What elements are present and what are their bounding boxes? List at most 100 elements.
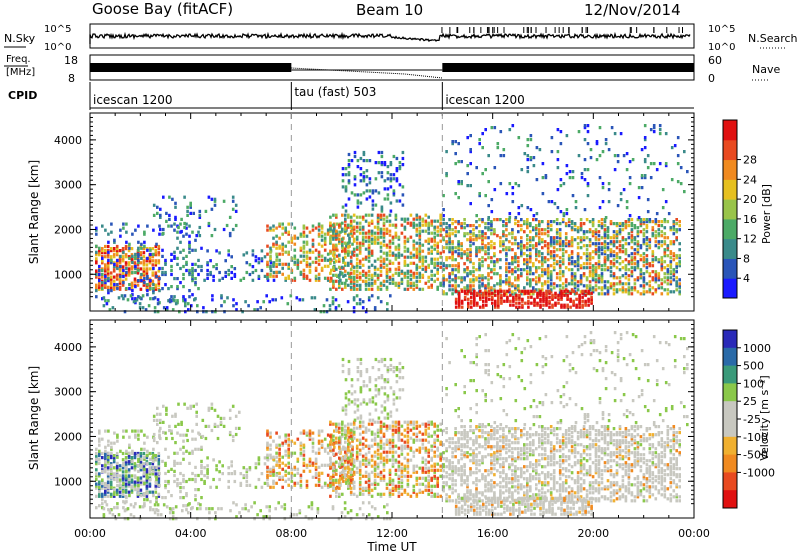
echo-cell — [520, 252, 523, 256]
echo-cell — [636, 266, 640, 270]
echo-cell — [347, 263, 350, 267]
echo-cell — [137, 469, 140, 473]
echo-cell — [344, 209, 348, 213]
echo-cell — [451, 258, 454, 262]
echo-cell — [284, 228, 287, 232]
echo-cell — [317, 224, 321, 228]
echo-cell — [624, 224, 628, 228]
echo-cell — [107, 484, 110, 488]
echo-cell — [149, 506, 152, 510]
echo-cell — [157, 247, 161, 251]
echo-cell — [275, 431, 278, 435]
echo-cell — [469, 236, 472, 240]
echo-cell — [158, 471, 161, 476]
echo-cell — [585, 266, 589, 270]
echo-cell — [473, 291, 476, 295]
echo-cell — [493, 246, 496, 250]
echo-cell — [666, 244, 670, 248]
echo-cell — [395, 169, 399, 173]
echo-cell — [448, 256, 451, 260]
echo-cell — [215, 485, 218, 489]
echo-cell — [606, 226, 610, 230]
echo-cell — [266, 278, 270, 282]
echo-cell — [349, 277, 353, 281]
echo-cell — [202, 306, 205, 310]
echo-cell — [657, 232, 661, 236]
echo-cell — [624, 268, 628, 272]
echo-cell — [275, 472, 279, 476]
echo-cell — [445, 256, 448, 260]
echo-cell — [645, 254, 649, 258]
echo-cell — [451, 242, 454, 246]
echo-cell — [476, 293, 479, 297]
echo-cell — [403, 259, 407, 263]
echo-cell — [259, 306, 262, 310]
echo-cell — [573, 276, 577, 280]
echo-cell — [110, 289, 113, 293]
echo-cell — [338, 259, 341, 263]
echo-cell — [490, 270, 493, 274]
echo-cell — [362, 177, 366, 181]
echo-cell — [213, 422, 217, 426]
echo-cell — [109, 247, 113, 251]
echo-cell — [191, 270, 194, 275]
echo-cell — [176, 285, 179, 289]
echo-cell — [589, 148, 593, 152]
echo-cell — [302, 461, 306, 465]
echo-cell — [379, 213, 383, 217]
echo-cell — [215, 267, 218, 271]
echo-cell — [376, 287, 380, 291]
echo-cell — [269, 456, 273, 460]
echo-cell — [391, 237, 395, 241]
echo-cell — [218, 251, 221, 255]
echo-cell — [612, 234, 616, 238]
colorbar-swatch — [723, 120, 737, 141]
echo-cell — [317, 471, 321, 475]
echo-cell — [511, 230, 514, 234]
echo-cell — [98, 490, 101, 494]
echo-cell — [269, 268, 273, 273]
echo-cell — [600, 286, 604, 290]
echo-cell — [385, 269, 389, 273]
echo-cell — [164, 260, 167, 264]
echo-cell — [173, 256, 176, 260]
echo-cell — [609, 286, 613, 290]
echo-cell — [503, 299, 506, 303]
echo-cell — [463, 262, 466, 266]
echo-cell — [562, 214, 566, 218]
echo-cell — [284, 469, 287, 473]
echo-cell — [588, 274, 592, 278]
echo-cell — [152, 432, 156, 437]
echo-cell — [469, 250, 472, 254]
echo-cell — [578, 301, 581, 305]
echo-cell — [439, 215, 442, 219]
echo-cell — [570, 244, 574, 248]
echo-cell — [481, 256, 484, 260]
echo-cell — [376, 217, 380, 221]
echo-cell — [358, 261, 362, 265]
echo-cell — [594, 244, 598, 248]
echo-cell — [329, 420, 332, 424]
echo-cell — [361, 227, 365, 231]
echo-cell — [198, 215, 202, 219]
echo-cell — [582, 292, 586, 296]
echo-cell — [457, 293, 461, 297]
echo-cell — [122, 250, 125, 254]
echo-cell — [174, 215, 177, 219]
echo-cell — [367, 296, 371, 300]
freq-label-line2: [MHz] — [6, 67, 35, 78]
echo-cell — [566, 305, 569, 309]
echo-cell — [621, 260, 625, 264]
echo-cell — [579, 240, 583, 244]
echo-cell — [136, 478, 140, 482]
echo-cell — [587, 299, 590, 303]
echo-cell — [107, 250, 110, 254]
echo-cell — [355, 283, 359, 287]
echo-cell — [157, 253, 161, 257]
echo-cell — [320, 429, 324, 433]
echo-cell — [329, 237, 332, 241]
echo-cell — [460, 226, 463, 230]
echo-cell — [115, 490, 119, 494]
echo-cell — [115, 468, 119, 472]
echo-cell — [287, 264, 290, 268]
